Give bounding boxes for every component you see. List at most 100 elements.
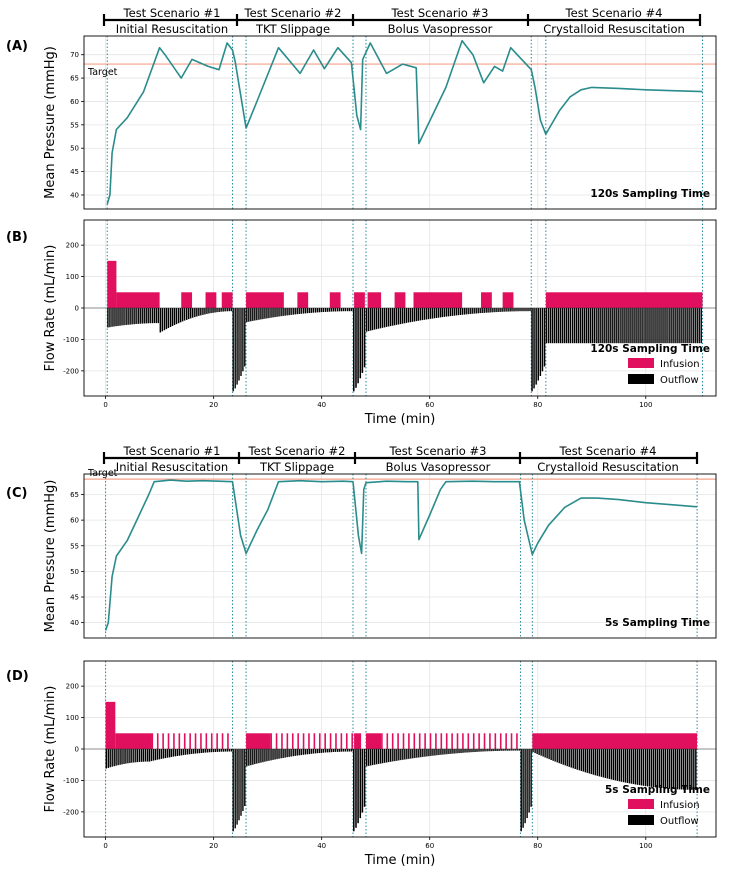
infusion-bar bbox=[345, 733, 348, 749]
sampling-annotation: 120s Sampling Time bbox=[590, 188, 710, 200]
panel-d: (D) -200 -100 0 100 200 0 20 40 60 80 100 5s Sampli… bbox=[6, 660, 717, 868]
outflow-bar bbox=[576, 308, 578, 344]
outflow-bar bbox=[594, 308, 596, 344]
outflow-bar bbox=[125, 749, 127, 764]
outflow-bar bbox=[246, 749, 248, 767]
outflow-bar bbox=[608, 749, 611, 779]
infusion-bar bbox=[308, 733, 310, 749]
outflow-bar bbox=[300, 749, 302, 756]
outflow-bar bbox=[330, 308, 333, 312]
outflow-bar bbox=[146, 749, 149, 762]
outflow-bar bbox=[578, 749, 581, 771]
outflow-bar bbox=[674, 308, 676, 344]
infusion-bar bbox=[445, 733, 448, 749]
outflow-bar bbox=[510, 749, 512, 751]
x-tick-label: 40 bbox=[317, 842, 326, 850]
outflow-bar bbox=[188, 308, 190, 320]
y-axis-label: Mean Pressure (mmHg) bbox=[43, 480, 58, 633]
outflow-bar bbox=[545, 308, 548, 344]
outflow-bar bbox=[256, 308, 258, 321]
outflow-bar bbox=[381, 308, 384, 328]
outflow-bar bbox=[588, 749, 591, 774]
infusion-bar bbox=[481, 292, 492, 308]
outflow-bar bbox=[470, 749, 472, 753]
outflow-bar bbox=[457, 308, 460, 316]
outflow-bar bbox=[123, 749, 125, 764]
y-axis-label: Flow Rate (mL/min) bbox=[43, 245, 58, 372]
outflow-bar bbox=[511, 308, 513, 312]
outflow-bar bbox=[314, 749, 317, 754]
outflow-bar bbox=[152, 749, 155, 761]
outflow-bar bbox=[451, 308, 454, 316]
outflow-bar bbox=[338, 749, 341, 752]
outflow-bar bbox=[184, 749, 187, 755]
outflow-bar bbox=[636, 749, 639, 785]
scenario-1-title: Test Scenario #1 bbox=[123, 6, 221, 20]
outflow-bar bbox=[483, 308, 485, 313]
outflow-bar bbox=[179, 308, 182, 323]
outflow-bar bbox=[342, 749, 345, 752]
scenario-2-title: Test Scenario #2 bbox=[244, 6, 342, 20]
outflow-bar bbox=[669, 749, 671, 789]
outflow-bar bbox=[620, 308, 622, 344]
outflow-bar bbox=[407, 308, 410, 323]
outflow-bar bbox=[461, 308, 464, 315]
outflow-bar bbox=[515, 308, 517, 312]
infusion-bar bbox=[286, 733, 289, 749]
outflow-bar bbox=[359, 749, 362, 819]
outflow-bar bbox=[190, 749, 193, 754]
infusion-bar bbox=[451, 733, 453, 749]
outflow-bar bbox=[465, 308, 467, 315]
outflow-bar bbox=[442, 749, 444, 755]
outflow-bar bbox=[658, 749, 661, 788]
outflow-bar bbox=[696, 308, 698, 344]
infusion-bar bbox=[221, 733, 224, 749]
outflow-bar bbox=[326, 749, 329, 753]
outflow-bar bbox=[493, 308, 495, 313]
y-tick-label: 40 bbox=[70, 191, 79, 199]
y-tick-label: 0 bbox=[75, 305, 79, 313]
outflow-bar bbox=[487, 308, 489, 313]
outflow-bar bbox=[153, 308, 156, 324]
outflow-bar bbox=[385, 308, 388, 327]
outflow-bar bbox=[566, 749, 568, 767]
outflow-bar bbox=[154, 749, 157, 761]
legend-outflow-label: Outflow bbox=[660, 816, 699, 827]
outflow-bar bbox=[667, 749, 669, 789]
outflow-bar bbox=[411, 308, 414, 322]
outflow-bar bbox=[210, 749, 213, 753]
infusion-bar bbox=[483, 733, 486, 749]
infusion-bar bbox=[467, 733, 470, 749]
outflow-bar bbox=[165, 308, 168, 330]
infusion-bar bbox=[505, 733, 507, 749]
infusion-bar bbox=[318, 733, 321, 749]
outflow-bar bbox=[459, 308, 462, 315]
outflow-bar bbox=[435, 308, 438, 318]
scenario-1-subtitle: Initial Resuscitation bbox=[116, 460, 228, 474]
plot-frame bbox=[83, 219, 717, 397]
scenario-1-subtitle: Initial Resuscitation bbox=[116, 22, 228, 36]
outflow-bar bbox=[672, 308, 674, 344]
outflow-bar bbox=[361, 308, 364, 373]
outflow-bar bbox=[527, 308, 529, 312]
outflow-bar bbox=[624, 308, 626, 344]
outflow-bar bbox=[660, 308, 662, 344]
outflow-bar bbox=[424, 749, 426, 757]
y-tick-label: 55 bbox=[70, 121, 79, 129]
outflow-bar bbox=[266, 308, 268, 319]
outflow-bar bbox=[650, 749, 653, 787]
outflow-bar bbox=[202, 308, 204, 315]
outflow-bar bbox=[569, 308, 572, 344]
outflow-bar bbox=[594, 749, 597, 776]
outflow-bar bbox=[135, 308, 137, 324]
outflow-bar bbox=[300, 308, 302, 314]
outflow-bar bbox=[394, 749, 396, 762]
outflow-bar bbox=[302, 749, 305, 755]
outflow-bar bbox=[192, 308, 194, 318]
outflow-bar bbox=[198, 308, 200, 316]
infusion-bar bbox=[408, 733, 410, 749]
outflow-bar bbox=[166, 749, 169, 758]
outflow-bar bbox=[355, 308, 357, 388]
outflow-bar bbox=[503, 308, 505, 312]
scenario-4-title: Test Scenario #4 bbox=[565, 6, 663, 20]
